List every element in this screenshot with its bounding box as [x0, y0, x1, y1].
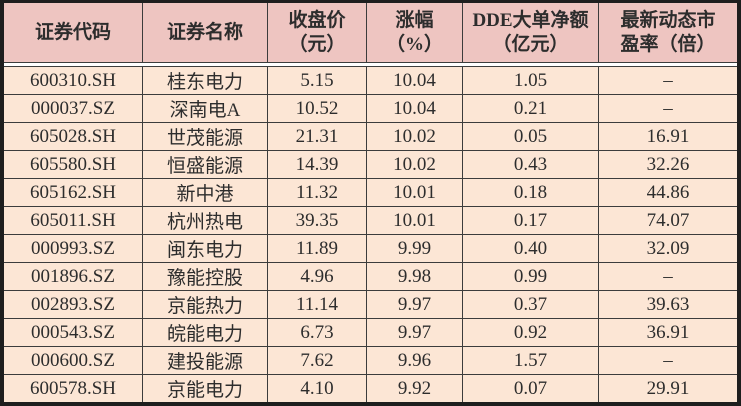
- cell-security-code: 002893.SZ: [4, 291, 143, 318]
- table-row: 000600.SZ 建投能源 7.62 9.96 1.57 –: [4, 347, 737, 375]
- cell-pe-ratio: 39.63: [646, 293, 690, 315]
- cell-change-percent: 10.04: [367, 67, 463, 94]
- cell-closing-price: 11.14: [268, 291, 367, 318]
- cell-closing-price: 6.73: [268, 319, 367, 346]
- cell-closing-price: 4.10: [268, 375, 367, 402]
- cell-pe-ratio: –: [663, 265, 673, 287]
- cell-security-name: 恒盛能源: [143, 151, 268, 178]
- cell-change-percent: 9.97: [367, 291, 463, 318]
- cell-dde-net-amount: 1.57: [463, 347, 599, 374]
- table-row: 001896.SZ 豫能控股 4.96 9.98 0.99 –: [4, 263, 737, 291]
- cell-pe-ratio: –: [663, 349, 673, 371]
- cell-security-code: 000543.SZ: [4, 319, 143, 346]
- cell-security-code: 605162.SH: [4, 179, 143, 206]
- cell-dde-net-amount: 0.92: [463, 319, 599, 346]
- column-header-dde-net-amount: DDE大单净额 （亿元）: [463, 3, 599, 62]
- cell-pe-ratio: 32.26: [646, 153, 690, 175]
- cell-security-name: 世茂能源: [143, 123, 268, 150]
- cell-dde-net-amount: 0.40: [463, 235, 599, 262]
- cell-security-name: 建投能源: [143, 347, 268, 374]
- table-row: 605028.SH 世茂能源 21.31 10.02 0.05 16.91: [4, 123, 737, 151]
- column-header-security-code: 证券代码: [4, 3, 143, 62]
- cell-security-name: 桂东电力: [143, 67, 268, 94]
- cell-security-code: 000993.SZ: [4, 235, 143, 262]
- cell-change-percent: 10.01: [367, 207, 463, 234]
- header-body-separator: [4, 62, 737, 67]
- cell-security-name: 新中港: [143, 179, 268, 206]
- cell-security-name: 皖能电力: [143, 319, 268, 346]
- cell-dde-net-amount: 1.05: [463, 67, 599, 94]
- cell-closing-price: 11.89: [268, 235, 367, 262]
- cell-security-name: 豫能控股: [143, 263, 268, 290]
- table-row: 000543.SZ 皖能电力 6.73 9.97 0.92 36.91: [4, 319, 737, 347]
- cell-security-code: 000037.SZ: [4, 95, 143, 122]
- cell-security-name: 杭州热电: [143, 207, 268, 234]
- cell-change-percent: 10.02: [367, 123, 463, 150]
- cell-pe-ratio: –: [663, 97, 673, 119]
- cell-closing-price: 4.96: [268, 263, 367, 290]
- cell-dde-net-amount: 0.99: [463, 263, 599, 290]
- cell-pe-ratio: 16.91: [646, 125, 690, 147]
- cell-dde-net-amount: 0.07: [463, 375, 599, 402]
- cell-dde-net-amount: 0.43: [463, 151, 599, 178]
- cell-security-code: 605028.SH: [4, 123, 143, 150]
- table-body: 600310.SH 桂东电力 5.15 10.04 1.05 – 000037.…: [4, 67, 737, 402]
- cell-change-percent: 10.04: [367, 95, 463, 122]
- table-row: 002893.SZ 京能热力 11.14 9.97 0.37 39.63: [4, 291, 737, 319]
- cell-security-code: 605580.SH: [4, 151, 143, 178]
- cell-change-percent: 9.98: [367, 263, 463, 290]
- cell-pe-ratio: 36.91: [646, 321, 690, 343]
- cell-security-code: 605011.SH: [4, 207, 143, 234]
- cell-dde-net-amount: 0.17: [463, 207, 599, 234]
- cell-security-code: 001896.SZ: [4, 263, 143, 290]
- table-row: 000993.SZ 闽东电力 11.89 9.99 0.40 32.09: [4, 235, 737, 263]
- column-header-change-percent: 涨幅 （%）: [367, 3, 463, 62]
- cell-change-percent: 9.96: [367, 347, 463, 374]
- cell-security-name: 闽东电力: [143, 235, 268, 262]
- table-row: 605162.SH 新中港 11.32 10.01 0.18 44.86: [4, 179, 737, 207]
- cell-closing-price: 14.39: [268, 151, 367, 178]
- cell-security-code: 600310.SH: [4, 67, 143, 94]
- table-row: 605011.SH 杭州热电 39.35 10.01 0.17 74.07: [4, 207, 737, 235]
- cell-closing-price: 7.62: [268, 347, 367, 374]
- table-row: 605580.SH 恒盛能源 14.39 10.02 0.43 32.26: [4, 151, 737, 179]
- cell-security-code: 600578.SH: [4, 375, 143, 402]
- cell-dde-net-amount: 0.21: [463, 95, 599, 122]
- cell-security-name: 京能电力: [143, 375, 268, 402]
- cell-closing-price: 39.35: [268, 207, 367, 234]
- cell-security-code: 000600.SZ: [4, 347, 143, 374]
- cell-dde-net-amount: 0.05: [463, 123, 599, 150]
- cell-security-name: 京能热力: [143, 291, 268, 318]
- cell-closing-price: 10.52: [268, 95, 367, 122]
- table-header-row: 证券代码 证券名称 收盘价 （元） 涨幅 （%） DDE大单净额 （亿元） 最新…: [4, 3, 737, 62]
- cell-dde-net-amount: 0.18: [463, 179, 599, 206]
- table-row: 000037.SZ 深南电A 10.52 10.04 0.21 –: [4, 95, 737, 123]
- cell-closing-price: 21.31: [268, 123, 367, 150]
- column-header-security-name: 证券名称: [143, 3, 268, 62]
- cell-pe-ratio: 74.07: [646, 209, 690, 231]
- table-row: 600578.SH 京能电力 4.10 9.92 0.07 29.91: [4, 375, 737, 402]
- cell-change-percent: 9.99: [367, 235, 463, 262]
- cell-closing-price: 11.32: [268, 179, 367, 206]
- table-row: 600310.SH 桂东电力 5.15 10.04 1.05 –: [4, 67, 737, 95]
- cell-pe-ratio: 32.09: [646, 237, 690, 259]
- cell-change-percent: 10.01: [367, 179, 463, 206]
- cell-closing-price: 5.15: [268, 67, 367, 94]
- column-header-pe-ratio: 最新动态市 盈率（倍）: [620, 9, 716, 55]
- cell-pe-ratio: 44.86: [646, 181, 690, 203]
- cell-change-percent: 9.92: [367, 375, 463, 402]
- column-header-closing-price: 收盘价 （元）: [268, 3, 367, 62]
- cell-security-name: 深南电A: [143, 95, 268, 122]
- cell-pe-ratio: –: [663, 69, 673, 91]
- cell-change-percent: 10.02: [367, 151, 463, 178]
- cell-change-percent: 9.97: [367, 319, 463, 346]
- cell-dde-net-amount: 0.37: [463, 291, 599, 318]
- cell-pe-ratio: 29.91: [646, 377, 690, 399]
